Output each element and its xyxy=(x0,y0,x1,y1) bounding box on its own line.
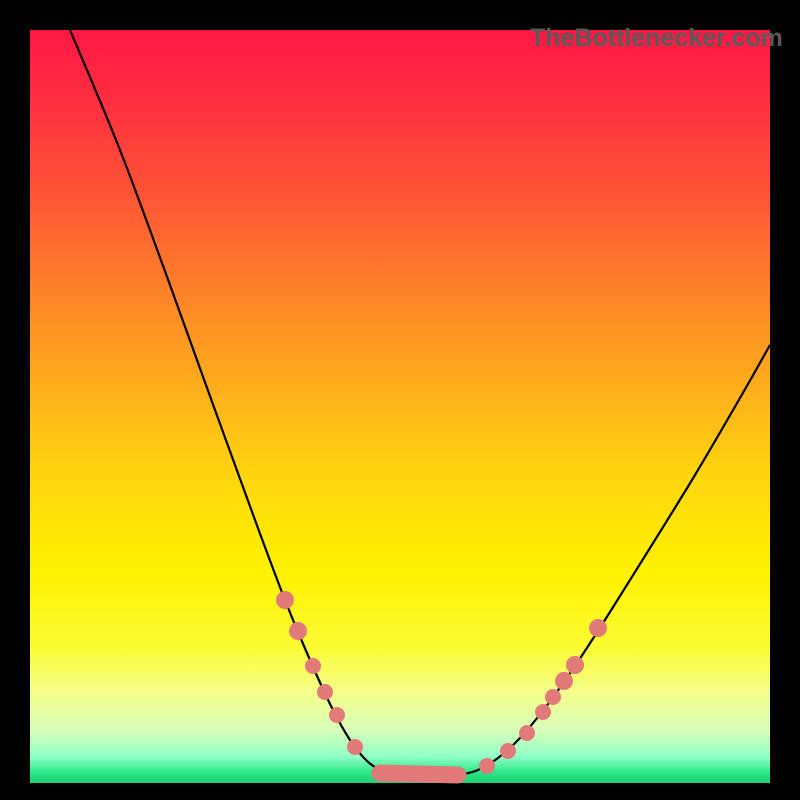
curve-marker xyxy=(545,689,561,705)
bottleneck-chart xyxy=(0,0,800,800)
curve-marker xyxy=(535,704,551,720)
curve-marker xyxy=(347,739,363,755)
watermark-text: TheBottlenecker.com xyxy=(530,24,783,53)
gradient-background xyxy=(30,30,770,783)
curve-marker xyxy=(305,658,321,674)
curve-marker xyxy=(555,672,573,690)
curve-marker xyxy=(276,591,294,609)
curve-marker xyxy=(589,619,607,637)
curve-marker xyxy=(566,656,584,674)
curve-marker xyxy=(479,758,495,774)
curve-marker xyxy=(500,743,516,759)
curve-marker xyxy=(317,684,333,700)
curve-marker xyxy=(519,725,535,741)
curve-marker xyxy=(329,707,345,723)
curve-marker xyxy=(289,622,307,640)
flat-bottom-marker xyxy=(380,773,458,775)
